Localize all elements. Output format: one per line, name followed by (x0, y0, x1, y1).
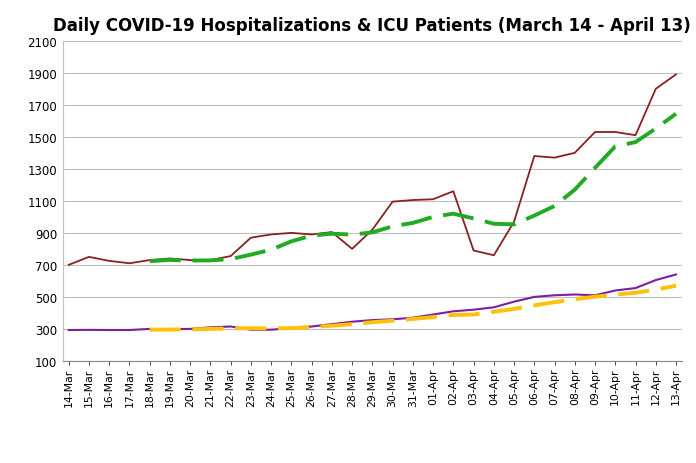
Title: Daily COVID-19 Hospitalizations & ICU Patients (March 14 - April 13): Daily COVID-19 Hospitalizations & ICU Pa… (54, 17, 691, 35)
